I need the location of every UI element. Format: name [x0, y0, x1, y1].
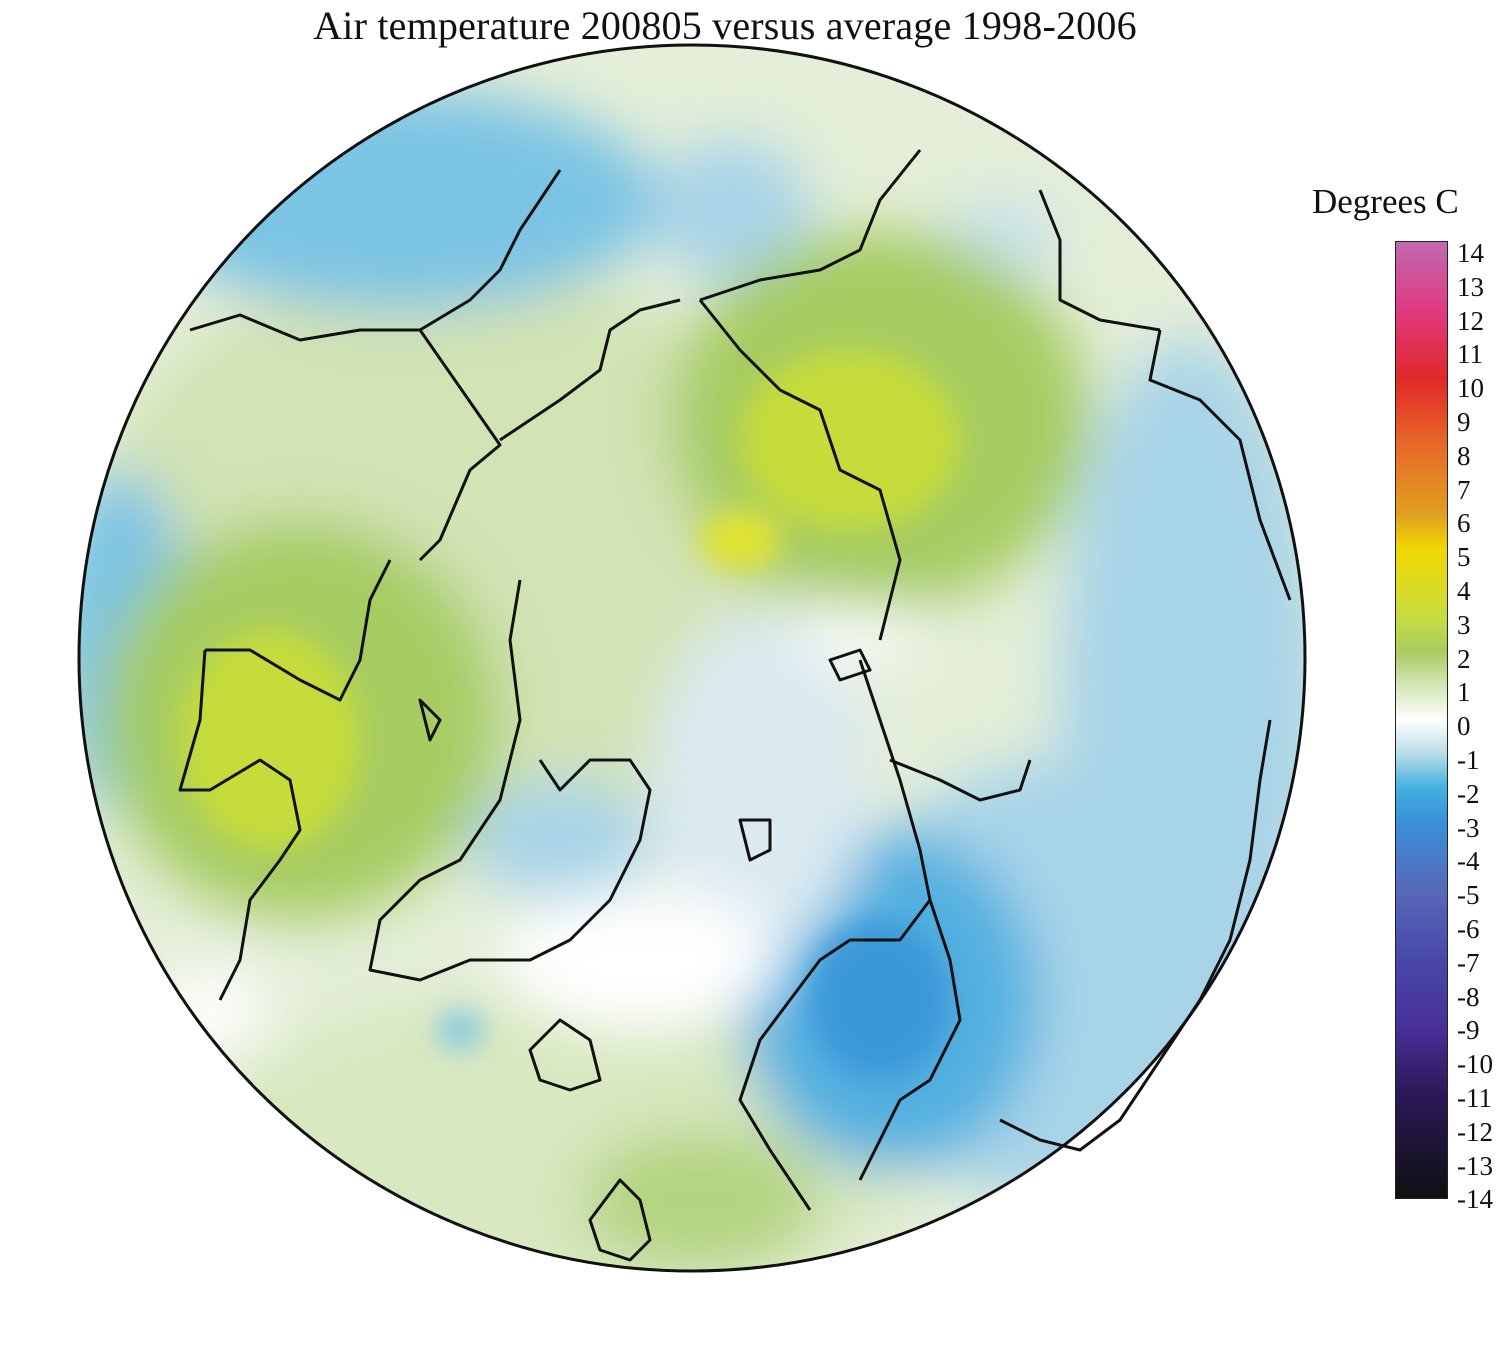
legend-tick-label: -11 [1457, 1083, 1492, 1113]
legend-tick-label: -12 [1457, 1116, 1493, 1147]
color-scale-bar [1395, 241, 1448, 1199]
legend-tick-label: -9 [1457, 1015, 1480, 1046]
legend-tick-label: 9 [1457, 407, 1471, 437]
legend-tick-label: 10 [1457, 373, 1484, 404]
coastlines [178, 149, 1292, 1262]
legend-tick-label: 13 [1457, 271, 1484, 302]
legend-tick-label: -3 [1457, 812, 1480, 843]
legend-tick-label: -2 [1457, 778, 1480, 809]
legend-tick-label: -14 [1457, 1184, 1493, 1215]
legend-tick-label: 11 [1457, 339, 1483, 370]
legend-tick-label: -6 [1457, 914, 1480, 944]
legend-tick-label: 12 [1457, 305, 1484, 336]
legend-tick-label: 14 [1457, 238, 1484, 268]
legend-tick-label: -8 [1457, 981, 1480, 1012]
legend-tick-label: -4 [1457, 846, 1480, 877]
map-title: Air temperature 200805 versus average 19… [313, 3, 1137, 48]
legend-tick-label: 7 [1457, 474, 1471, 505]
legend-tick-label: 4 [1457, 576, 1471, 606]
legend-tick-label: -1 [1457, 745, 1480, 775]
legend-tick-label: -5 [1457, 880, 1480, 911]
legend-units-label: Degrees C [1312, 182, 1459, 221]
map-boundary [77, 43, 1307, 1273]
anomaly-field [79, 45, 1305, 1271]
legend-tick-label: -7 [1457, 947, 1480, 978]
legend-tick-label: 0 [1457, 711, 1471, 742]
legend-tick-label: 8 [1457, 440, 1471, 471]
legend-tick-label: -13 [1457, 1150, 1493, 1181]
legend-tick-label: 1 [1457, 677, 1471, 708]
legend-tick-label: -10 [1457, 1049, 1493, 1080]
legend-tick-label: 3 [1457, 609, 1471, 640]
legend-tick-label: 2 [1457, 643, 1471, 674]
legend-tick-label: 6 [1457, 508, 1471, 539]
legend-tick-label: 5 [1457, 542, 1471, 573]
